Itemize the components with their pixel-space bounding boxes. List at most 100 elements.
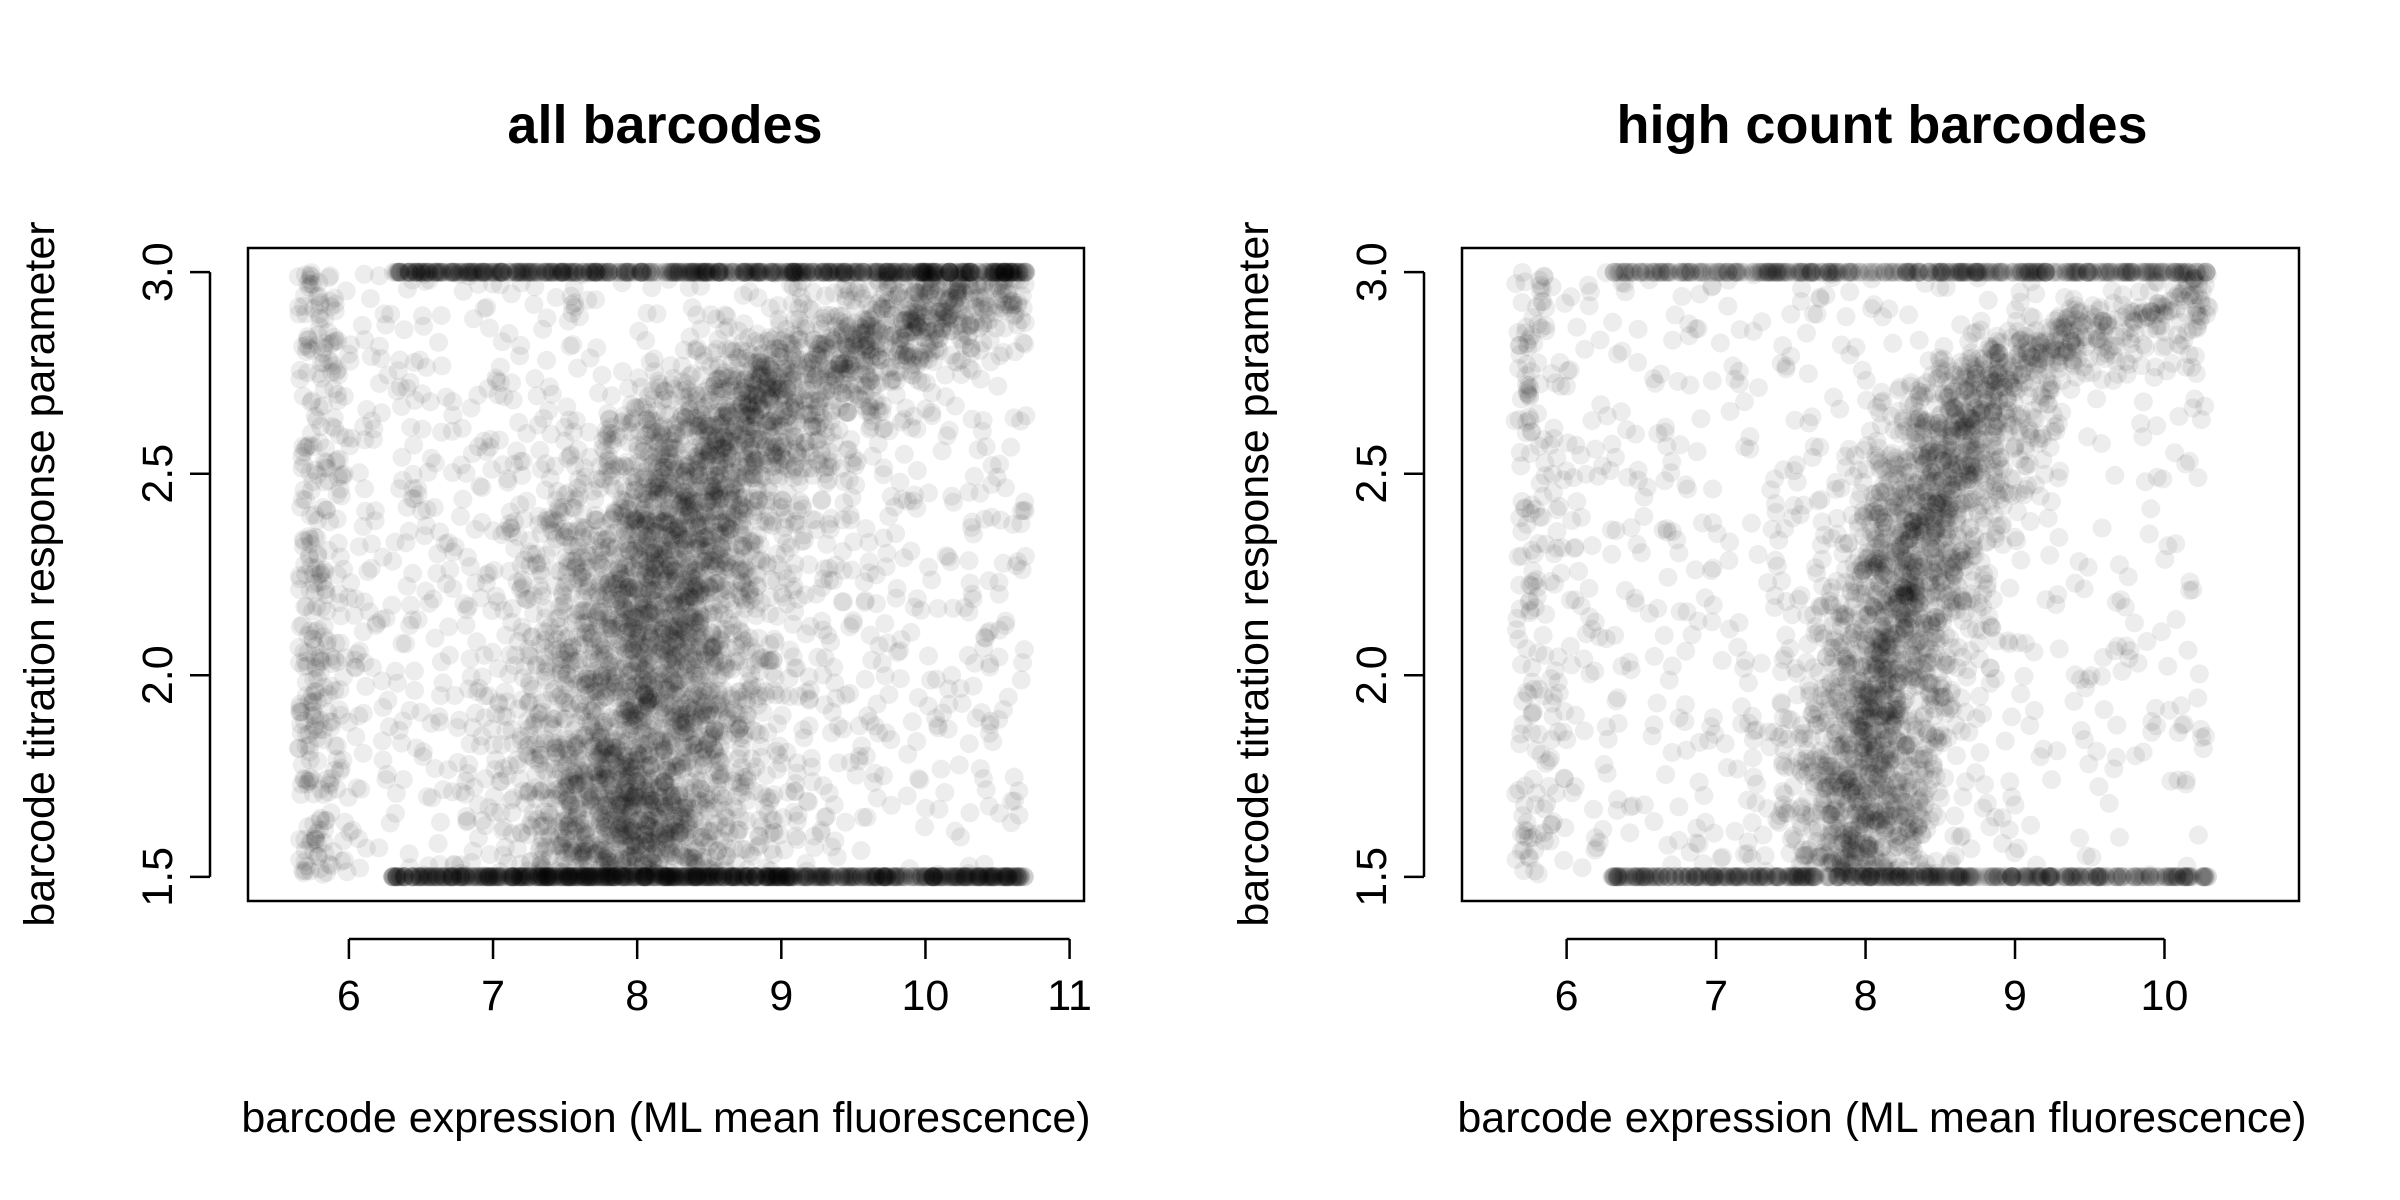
data-point — [935, 783, 955, 802]
data-point — [717, 400, 736, 420]
data-point — [674, 262, 694, 282]
data-point — [976, 780, 996, 800]
data-point — [433, 780, 453, 800]
data-point — [640, 755, 660, 775]
data-point — [519, 693, 538, 713]
data-point — [833, 867, 853, 887]
data-point — [917, 262, 937, 282]
data-point — [755, 798, 775, 818]
data-point — [542, 384, 562, 404]
data-point — [525, 369, 545, 389]
data-point — [473, 262, 493, 282]
data-point — [959, 482, 979, 502]
data-point — [664, 592, 684, 612]
data-point — [431, 812, 450, 832]
data-point — [959, 734, 979, 754]
data-point — [700, 681, 720, 701]
data-point — [640, 755, 659, 775]
data-point — [524, 295, 544, 314]
data-point — [385, 661, 405, 681]
data-point — [659, 680, 679, 700]
data-point — [353, 743, 373, 763]
data-point — [879, 421, 899, 441]
data-point — [901, 541, 921, 561]
data-point — [688, 529, 708, 549]
data-point — [491, 867, 511, 887]
data-point — [474, 867, 493, 887]
data-point — [554, 709, 574, 729]
data-point — [700, 724, 720, 744]
data-point — [578, 546, 598, 566]
data-point — [945, 867, 965, 887]
data-point — [574, 262, 594, 282]
data-point — [595, 736, 615, 756]
data-point — [768, 468, 788, 488]
data-point — [584, 637, 604, 657]
data-point — [570, 865, 589, 885]
data-point — [382, 867, 402, 887]
data-point — [911, 262, 931, 282]
data-point — [907, 732, 927, 751]
data-point — [691, 452, 710, 472]
data-point — [394, 320, 414, 340]
data-point — [511, 273, 531, 293]
data-point — [537, 867, 557, 887]
data-point — [942, 321, 961, 341]
data-point — [919, 646, 938, 666]
data-point — [361, 289, 380, 308]
data-point — [653, 632, 673, 652]
data-point — [766, 376, 786, 396]
data-point — [665, 471, 685, 491]
data-point — [812, 490, 832, 510]
data-point — [916, 798, 936, 818]
panel-title: all barcodes — [507, 95, 822, 155]
data-point — [616, 457, 636, 477]
data-point — [706, 721, 726, 741]
data-point — [556, 262, 576, 282]
data-point — [959, 551, 979, 571]
data-point — [638, 674, 657, 694]
data-point — [638, 867, 658, 887]
data-point — [782, 262, 802, 282]
data-point — [594, 849, 614, 869]
data-point — [625, 708, 644, 728]
data-point — [689, 516, 708, 535]
data-point — [428, 544, 448, 564]
data-point — [760, 298, 780, 318]
data-point — [472, 811, 492, 830]
data-point — [473, 667, 492, 687]
data-point — [639, 817, 659, 836]
data-point — [404, 661, 424, 681]
data-point — [451, 782, 471, 802]
data-point — [507, 441, 527, 461]
data-point — [647, 839, 667, 859]
data-point — [442, 262, 462, 282]
data-point — [593, 262, 613, 282]
data-point — [931, 759, 951, 779]
data-point — [734, 725, 754, 745]
data-point — [431, 306, 451, 325]
data-point — [484, 561, 504, 581]
data-point — [843, 867, 862, 887]
data-point — [744, 452, 764, 472]
data-point — [902, 355, 922, 375]
data-point — [733, 443, 753, 463]
data-point — [774, 840, 794, 860]
data-point — [956, 867, 976, 887]
data-point — [804, 262, 824, 282]
data-point — [663, 262, 683, 282]
data-point — [642, 566, 662, 586]
data-point — [674, 497, 694, 517]
data-point — [562, 847, 582, 867]
data-point — [1001, 813, 1021, 833]
data-point — [636, 331, 656, 351]
data-point — [599, 669, 619, 689]
data-point — [580, 867, 600, 887]
data-point — [758, 867, 778, 887]
data-point — [624, 867, 644, 887]
data-point — [717, 557, 737, 577]
data-point — [619, 861, 639, 881]
data-point — [937, 426, 957, 446]
data-point — [708, 565, 728, 585]
data-point — [996, 478, 1015, 498]
